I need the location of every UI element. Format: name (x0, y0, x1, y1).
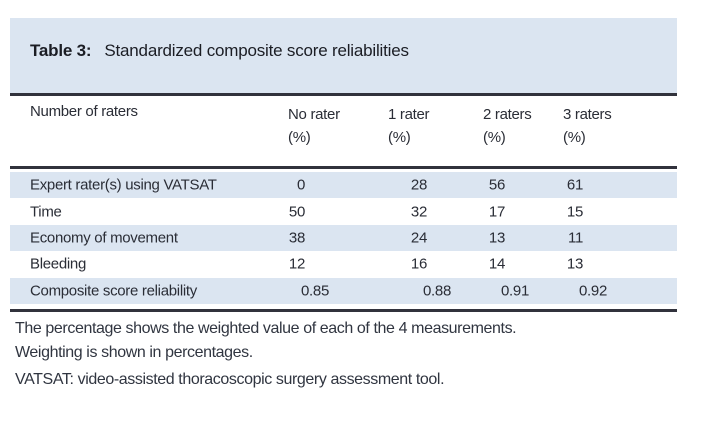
table-title-band: Table 3: Standardized composite score re… (10, 18, 677, 93)
row-label: Bleeding (30, 255, 86, 273)
table-header-row: Number of raters No rater (%) 1 rater (%) … (10, 101, 677, 161)
table-row-expert-rater: Expert rater(s) using VATSAT 0 28 56 61 (10, 172, 677, 199)
rule-top (10, 93, 677, 96)
cell-value: 0.85 (301, 282, 329, 300)
cell-value: 0.92 (579, 282, 607, 300)
cell-value: 38 (288, 229, 305, 247)
footnote-weighting: Weighting is shown in percentages. (15, 344, 253, 361)
cell-value: 13 (566, 255, 583, 273)
table-body: Expert rater(s) using VATSAT 0 28 56 61 … (10, 172, 677, 304)
footnote-vatsat-definition: VATSAT: video-assisted thoracoscopic sur… (15, 371, 445, 388)
table-title: Standardized composite score reliabiliti… (104, 40, 409, 60)
row-label: Expert rater(s) using VATSAT (30, 176, 217, 194)
cell-value: 0.91 (501, 282, 529, 300)
cell-value: 32 (410, 203, 427, 221)
cell-value: 0.88 (423, 282, 451, 300)
cell-value: 61 (566, 176, 583, 194)
table-row-composite-score-reliability: Composite score reliability 0.85 0.88 0.… (10, 277, 677, 304)
table-row-bleeding: Bleeding 12 16 14 13 (10, 251, 677, 277)
cell-value: 16 (410, 255, 427, 273)
cell-value: 17 (488, 203, 505, 221)
cell-value: 50 (288, 203, 305, 221)
cell-value: 28 (410, 176, 427, 194)
cell-value: 15 (566, 203, 583, 221)
column-header-no-rater: No rater (%) (288, 106, 340, 146)
footnote-percentage: The percentage shows the weighted value … (15, 320, 517, 337)
row-label: Time (30, 203, 62, 221)
cell-value: 13 (488, 229, 505, 247)
cell-value: 24 (410, 229, 427, 247)
cell-value: 0 (296, 176, 305, 194)
table-number-label: Table 3: (30, 40, 92, 60)
row-label: Economy of movement (30, 229, 178, 247)
table-footnotes: The percentage shows the weighted value … (15, 317, 695, 392)
rule-header-bottom (10, 166, 677, 169)
column-header-1-rater: 1 rater (%) (388, 106, 430, 146)
cell-value: 56 (488, 176, 505, 194)
cell-value: 12 (288, 255, 305, 273)
table-row-economy-of-movement: Economy of movement 38 24 13 11 (10, 224, 677, 252)
column-header-3-raters: 3 raters (%) (563, 106, 612, 146)
table-row-time: Time 50 32 17 15 (10, 198, 677, 224)
cell-value: 11 (568, 229, 583, 247)
row-label: Composite score reliability (30, 282, 197, 300)
cell-value: 14 (488, 255, 505, 273)
rule-bottom (10, 309, 677, 312)
column-header-2-raters: 2 raters (%) (483, 106, 532, 146)
column-header-row-label: Number of raters (30, 103, 138, 120)
